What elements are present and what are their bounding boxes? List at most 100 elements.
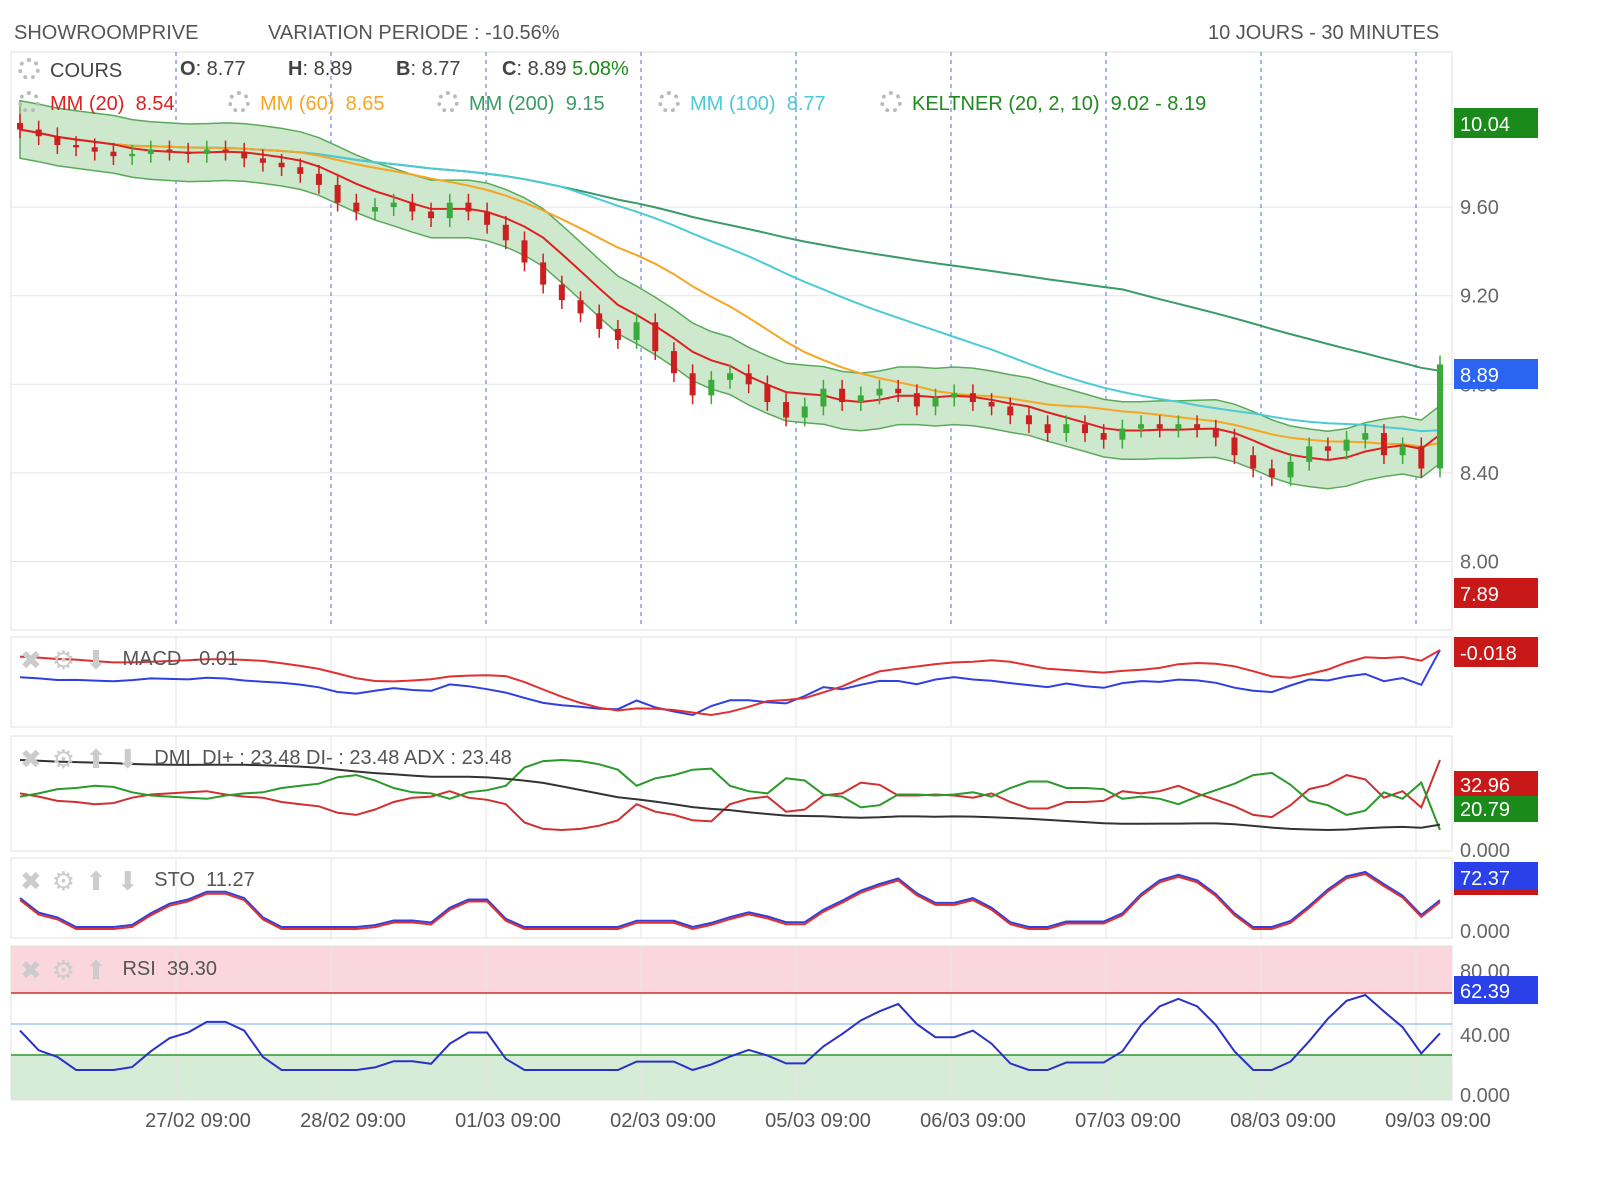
- gear-icon[interactable]: [18, 91, 40, 113]
- candle: [372, 198, 378, 221]
- close-icon[interactable]: ✖: [20, 744, 42, 774]
- candle-body: [895, 388, 902, 394]
- candle: [502, 215, 509, 250]
- candle-body: [1194, 424, 1201, 429]
- candle-body: [1138, 424, 1145, 429]
- candle: [1418, 437, 1425, 478]
- candle: [1212, 419, 1219, 447]
- candle-body: [91, 147, 98, 152]
- candle: [521, 231, 528, 272]
- y-tick-label: 8.40: [1460, 463, 1499, 485]
- legend-ma60: MM (60) 8.65: [228, 91, 385, 116]
- candle: [614, 320, 621, 349]
- candle: [1380, 424, 1387, 465]
- rsi-overbought-zone: [11, 946, 1452, 993]
- close-icon[interactable]: ✖: [20, 866, 42, 896]
- candle: [166, 140, 173, 161]
- candle: [1175, 415, 1182, 438]
- x-tick-label: 28/02 09:00: [300, 1110, 406, 1132]
- candle: [222, 140, 229, 161]
- candle-body: [1119, 428, 1126, 440]
- arrow-up-icon[interactable]: ⬆: [85, 744, 107, 774]
- candle: [185, 142, 192, 163]
- candle: [1082, 415, 1088, 442]
- candle: [969, 384, 976, 411]
- candle: [857, 386, 864, 411]
- dmi-green-badge: 20.79: [1460, 799, 1510, 821]
- candle-body: [708, 379, 715, 396]
- candle-body: [259, 158, 266, 163]
- high-badge-bg: [1454, 108, 1538, 138]
- candle-body: [1082, 424, 1088, 434]
- candle-body: [73, 145, 80, 148]
- candle-body: [988, 402, 995, 407]
- candle: [1025, 406, 1032, 434]
- candle-body: [203, 149, 210, 154]
- candle: [670, 342, 677, 383]
- candle: [689, 364, 696, 405]
- gear-icon[interactable]: [18, 58, 40, 80]
- candle-body: [1418, 446, 1425, 469]
- x-tick-label: 02/03 09:00: [610, 1110, 716, 1132]
- rsi-tick-40: 40.00: [1460, 1025, 1510, 1047]
- candle: [54, 127, 61, 154]
- close-icon[interactable]: ✖: [20, 955, 42, 985]
- gear-icon[interactable]: [437, 91, 459, 113]
- candle: [783, 393, 790, 427]
- candle: [1063, 415, 1070, 442]
- timeframe-label[interactable]: 10 JOURS - 30 MINUTES: [1208, 22, 1440, 44]
- x-tick-label: 06/03 09:00: [920, 1110, 1026, 1132]
- candle-body: [409, 202, 416, 212]
- candle: [1156, 415, 1163, 438]
- candle: [839, 379, 846, 411]
- symbol-name: SHOWROOMPRIVE: [14, 22, 199, 44]
- legend-ma100: MM (100) 8.77: [658, 91, 826, 116]
- candle-body: [558, 284, 565, 301]
- gear-icon[interactable]: ⚙: [51, 955, 76, 985]
- legend-ma20: MM (20) 8.54: [18, 91, 175, 116]
- candle: [35, 120, 42, 146]
- candle: [446, 193, 453, 228]
- candle: [596, 304, 603, 338]
- price-panel-frame: [10, 51, 1453, 631]
- arrow-down-icon[interactable]: ⬇: [85, 645, 107, 675]
- arrow-down-icon[interactable]: ⬇: [116, 744, 139, 774]
- gear-icon[interactable]: ⚙: [51, 744, 76, 774]
- candle: [876, 379, 883, 405]
- candle: [913, 384, 920, 416]
- macd-line: [19, 649, 1441, 717]
- candle: [91, 138, 98, 161]
- x-tick-label: 01/03 09:00: [455, 1110, 561, 1132]
- rsi-oversold-zone: [11, 1055, 1452, 1100]
- sto-axis-zero: 0.000: [1460, 921, 1510, 943]
- close-icon[interactable]: ✖: [20, 645, 42, 675]
- gear-icon[interactable]: [658, 91, 680, 113]
- candle: [1044, 415, 1051, 442]
- candle-body: [353, 202, 360, 212]
- candle-body: [278, 162, 285, 168]
- gear-icon[interactable]: [228, 91, 250, 113]
- gear-icon[interactable]: [880, 91, 902, 113]
- candle: [727, 364, 733, 389]
- candle-body: [484, 211, 491, 225]
- gear-icon[interactable]: ⚙: [51, 645, 76, 675]
- candle-body: [390, 202, 397, 208]
- x-tick-label: 05/03 09:00: [765, 1110, 871, 1132]
- rsi-panel-frame: [10, 945, 1453, 1101]
- candle-body: [1343, 439, 1350, 451]
- low-badge: 7.89: [1460, 584, 1499, 606]
- macd-title: ✖ ⚙ ⬇ MACD -0.01: [20, 645, 239, 675]
- candle-body: [913, 393, 920, 407]
- cours-label: COURS: [50, 60, 123, 82]
- rsi-line: [19, 993, 1441, 1072]
- session-lines: [175, 52, 1417, 1100]
- candle: [540, 253, 547, 294]
- candle: [428, 202, 435, 228]
- arrow-down-icon[interactable]: ⬇: [116, 866, 139, 896]
- candle-body: [1324, 446, 1331, 451]
- arrow-up-icon[interactable]: ⬆: [85, 866, 107, 896]
- gear-icon[interactable]: ⚙: [51, 866, 76, 896]
- candle-body: [241, 151, 248, 159]
- sto-d-line: [19, 872, 1441, 931]
- arrow-up-icon[interactable]: ⬆: [85, 955, 107, 985]
